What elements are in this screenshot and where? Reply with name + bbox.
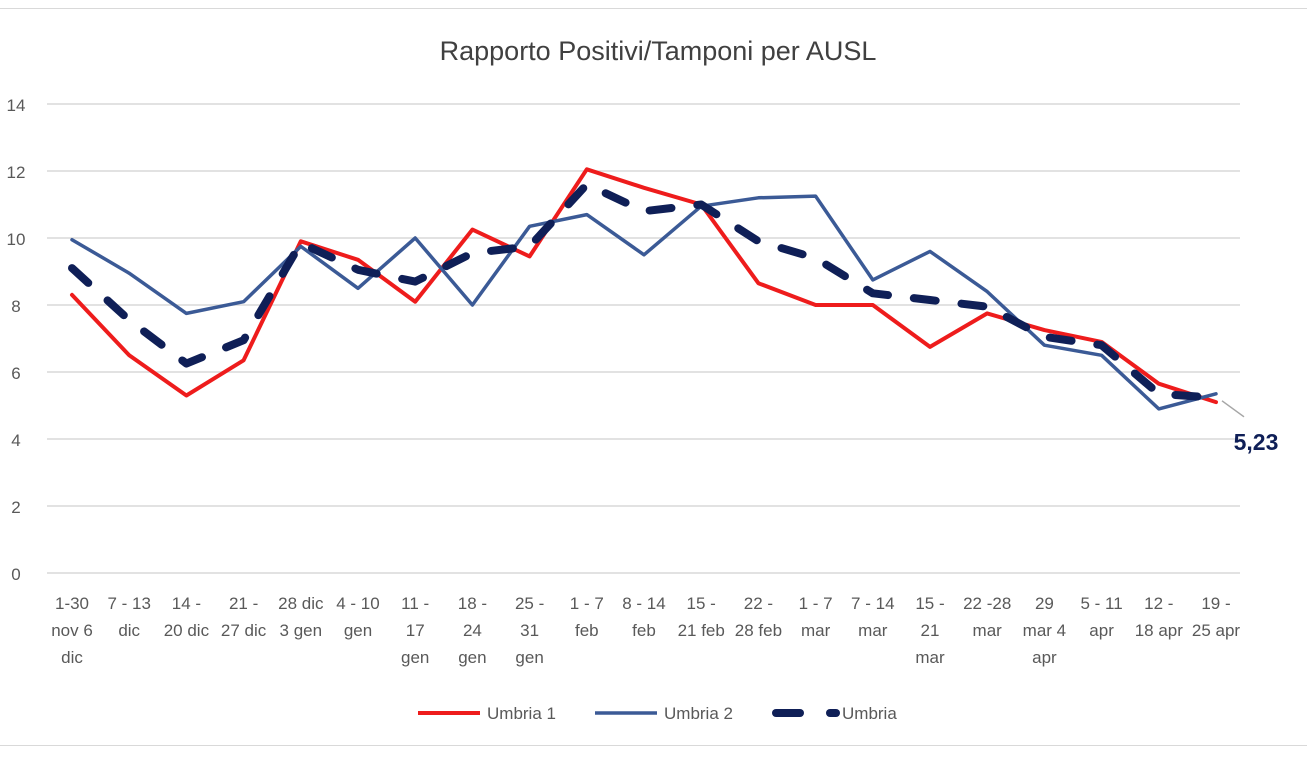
x-tick-label: 22 -28 mar — [963, 594, 1011, 640]
x-tick-label-line: 31 — [520, 621, 539, 640]
x-tick-label: 1-30 nov 6 dic — [51, 594, 93, 667]
y-tick-label: 12 — [7, 163, 26, 182]
x-tick-label: 25 - 31 gen — [515, 594, 544, 667]
x-tick-label: 15 - 21 mar — [915, 594, 945, 667]
x-tick-label-line: mar 4 — [1023, 621, 1066, 640]
top-divider — [0, 8, 1307, 9]
y-tick-label: 0 — [11, 565, 20, 584]
x-tick-label-line: 17 — [406, 621, 425, 640]
x-tick-label-line: apr — [1032, 648, 1057, 667]
x-tick-label-line: 15 - — [915, 594, 944, 613]
x-tick-label: 4 - 10 gen — [336, 594, 379, 640]
x-tick-label-line: 20 dic — [164, 621, 210, 640]
x-tick-label-line: 8 - 14 — [622, 594, 665, 613]
annotation-leader-line — [1221, 400, 1245, 418]
x-tick-label: 19 - 25 apr — [1192, 594, 1241, 640]
legend-item: Umbria 2 — [595, 704, 733, 723]
legend-label: Umbria — [842, 704, 897, 723]
x-tick-label-line: dic — [61, 648, 83, 667]
x-tick-label-line: 19 - — [1201, 594, 1230, 613]
x-tick-label-line: nov 6 — [51, 621, 93, 640]
series-line-umbria-1 — [70, 167, 1218, 405]
x-tick-label-line: gen — [458, 648, 486, 667]
x-tick-label: 29 mar 4 apr — [1023, 594, 1066, 667]
x-tick-label-line: 5 - 11 — [1080, 594, 1122, 613]
x-tick-label: 21 - 27 dic — [221, 594, 267, 640]
x-tick-label-line: 1 - 7 — [799, 594, 833, 613]
x-tick-label-line: dic — [118, 621, 140, 640]
x-tick-label-line: 27 dic — [221, 621, 267, 640]
y-tick-label: 4 — [11, 431, 20, 450]
y-tick-label: 2 — [11, 498, 20, 517]
x-tick-label-line: mar — [801, 621, 831, 640]
x-tick-label: 14 - 20 dic — [164, 594, 210, 640]
x-tick-label-line: 1 - 7 — [570, 594, 604, 613]
x-tick-label: 5 - 11 apr — [1080, 594, 1122, 640]
bottom-divider — [0, 745, 1307, 746]
x-tick-label: 7 - 13 dic — [107, 594, 150, 640]
legend-item: Umbria — [772, 704, 897, 723]
legend-label: Umbria 2 — [664, 704, 733, 723]
x-tick-label-line: mar — [915, 648, 945, 667]
x-tick-label-line: 25 apr — [1192, 621, 1241, 640]
x-tick-label-line: 28 dic — [278, 594, 324, 613]
x-tick-label-line: 4 - 10 — [336, 594, 379, 613]
x-tick-label-line: 24 — [463, 621, 482, 640]
x-tick-label: 15 - 21 feb — [678, 594, 725, 640]
data-label-last-value: 5,23 — [1234, 429, 1279, 455]
legend: Umbria 1 Umbria 2 Umbria — [418, 704, 897, 723]
y-tick-label: 8 — [11, 297, 20, 316]
x-tick-label-line: 7 - 13 — [107, 594, 150, 613]
x-tick-label-line: apr — [1089, 621, 1114, 640]
x-tick-label-line: 21 - — [229, 594, 258, 613]
grid-lines — [47, 103, 1240, 574]
x-tick-label: 18 - 24 gen — [458, 594, 487, 667]
x-tick-label: 28 dic 3 gen — [278, 594, 324, 640]
x-tick-label-line: gen — [401, 648, 429, 667]
y-axis-ticks: 0 2 4 6 8 10 12 14 — [7, 96, 26, 584]
x-tick-label-line: 18 apr — [1135, 621, 1184, 640]
x-tick-label-line: 21 feb — [678, 621, 725, 640]
x-tick-label: 8 - 14 feb — [622, 594, 665, 640]
x-tick-label: 1 - 7 feb — [570, 594, 604, 640]
y-tick-label: 10 — [7, 230, 26, 249]
legend-label: Umbria 1 — [487, 704, 556, 723]
x-tick-label: 7 - 14 mar — [851, 594, 894, 640]
x-tick-label-line: 21 — [921, 621, 940, 640]
x-tick-label-line: feb — [632, 621, 656, 640]
chart-title: Rapporto Positivi/Tamponi per AUSL — [440, 36, 877, 66]
x-tick-label: 1 - 7 mar — [799, 594, 833, 640]
x-tick-label-line: feb — [575, 621, 599, 640]
legend-item: Umbria 1 — [418, 704, 556, 723]
x-tick-label-line: gen — [344, 621, 372, 640]
x-tick-label-line: 14 - — [172, 594, 201, 613]
x-tick-label-line: 25 - — [515, 594, 544, 613]
x-tick-label-line: 7 - 14 — [851, 594, 894, 613]
series-lines — [68, 167, 1220, 411]
x-tick-label-line: 3 gen — [280, 621, 323, 640]
x-tick-label: 12 - 18 apr — [1135, 594, 1184, 640]
annotations: 5,23 — [1221, 400, 1279, 455]
y-tick-label: 14 — [7, 96, 26, 115]
x-tick-label: 22 - 28 feb — [735, 594, 782, 640]
x-tick-label-line: 1-30 — [55, 594, 89, 613]
x-tick-label-line: 15 - — [687, 594, 716, 613]
x-tick-label-line: 22 - — [744, 594, 773, 613]
series-line-umbria-2 — [70, 194, 1218, 411]
x-tick-label-line: 22 -28 — [963, 594, 1011, 613]
y-tick-label: 6 — [11, 364, 20, 383]
series-line-umbria — [68, 180, 1220, 402]
x-tick-label-line: 12 - — [1144, 594, 1173, 613]
x-tick-label: 11 - 17 gen — [401, 594, 429, 667]
x-tick-label-line: 18 - — [458, 594, 487, 613]
x-tick-label-line: 28 feb — [735, 621, 782, 640]
x-tick-label-line: 29 — [1035, 594, 1054, 613]
x-axis-ticks: 1-30 nov 6 dic 7 - 13 dic 14 - 20 dic 21 - 27 di… — [51, 594, 1240, 667]
x-tick-label-line: mar — [858, 621, 888, 640]
x-tick-label-line: 11 - — [401, 594, 429, 613]
x-tick-label-line: gen — [515, 648, 543, 667]
x-tick-label-line: mar — [973, 621, 1003, 640]
